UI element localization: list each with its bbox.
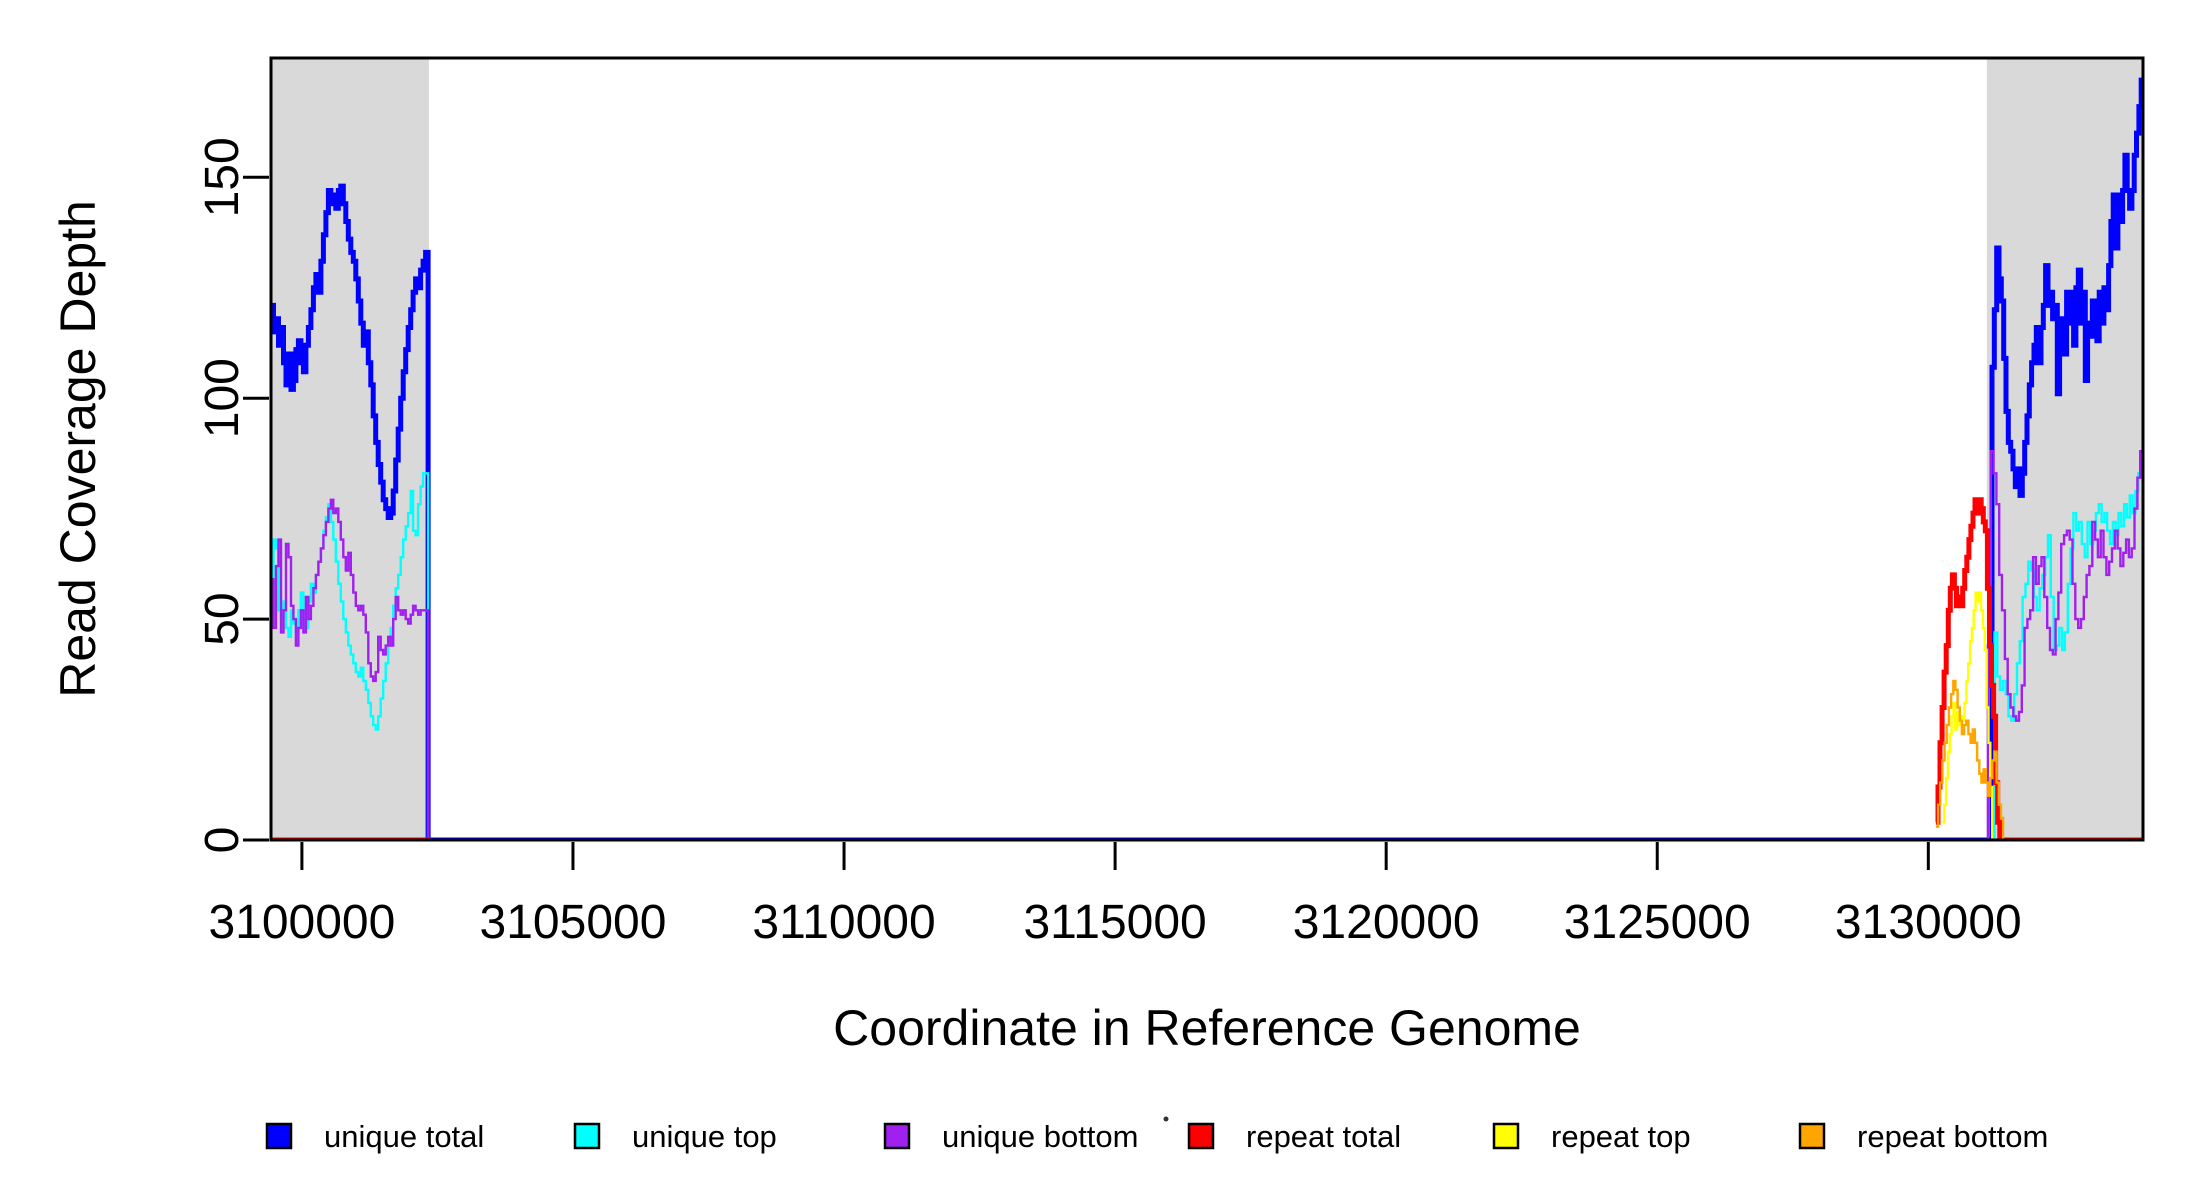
y-tick-label: 50 — [196, 592, 249, 645]
legend-label-repeat-top: repeat top — [1551, 1119, 1691, 1154]
x-tick-label: 3105000 — [480, 896, 667, 949]
series-line-unique-total — [271, 77, 2143, 840]
y-tick-label: 100 — [196, 358, 249, 438]
legend-item-unique-top: unique top — [573, 1119, 777, 1154]
x-tick-label: 3115000 — [1023, 896, 1206, 949]
series-line-unique-bottom — [271, 450, 2143, 840]
legend: unique total unique top unique bottom repea… — [265, 1119, 2048, 1154]
legend-item-repeat-bottom: repeat bottom — [1798, 1119, 2048, 1154]
legend-label-unique-bottom: unique bottom — [942, 1119, 1138, 1154]
y-axis-title: Read Coverage Depth — [50, 200, 106, 698]
legend-item-repeat-total: repeat total — [1187, 1119, 1401, 1154]
series-line-repeat-total — [1935, 497, 2143, 840]
y-tick-label: 150 — [196, 137, 249, 217]
x-tick-label: 3120000 — [1293, 896, 1480, 949]
y-tick-label: 0 — [196, 827, 249, 854]
legend-item-repeat-top: repeat top — [1492, 1119, 1691, 1154]
x-tick-label: 3110000 — [752, 896, 935, 949]
legend-swatch-unique-total — [265, 1122, 293, 1150]
plot-box — [269, 56, 2145, 842]
legend-swatch-repeat-bottom — [1798, 1122, 1826, 1150]
legend-swatch-repeat-total — [1187, 1122, 1215, 1150]
y-axis: 0 50 100 150 — [196, 137, 269, 853]
region-left-repeat-region — [271, 58, 429, 840]
coverage-series — [271, 77, 2143, 840]
series-line-unique-top — [271, 472, 2143, 840]
series-line-repeat-top — [1942, 591, 2143, 840]
x-axis-title: Coordinate in Reference Genome — [833, 1000, 1581, 1056]
series-line-repeat-bottom — [1935, 679, 2143, 840]
legend-swatch-unique-top — [573, 1122, 601, 1150]
x-axis: 3100000 3105000 3110000 3115000 3120000 31250… — [208, 842, 2022, 949]
x-tick-label: 3130000 — [1835, 896, 2022, 949]
legend-swatch-unique-bottom — [883, 1122, 911, 1150]
x-tick-label: 3125000 — [1564, 896, 1751, 949]
legend-item-unique-total: unique total — [265, 1119, 484, 1154]
legend-label-unique-total: unique total — [324, 1119, 484, 1154]
legend-label-unique-top: unique top — [632, 1119, 777, 1154]
legend-label-repeat-bottom: repeat bottom — [1857, 1119, 2048, 1154]
legend-item-unique-bottom: unique bottom — [883, 1119, 1138, 1154]
stray-dot — [1163, 1116, 1169, 1122]
legend-swatch-repeat-top — [1492, 1122, 1520, 1150]
x-tick-label: 3100000 — [208, 896, 395, 949]
repeat-region-shading — [271, 58, 2143, 840]
legend-label-repeat-total: repeat total — [1246, 1119, 1401, 1154]
